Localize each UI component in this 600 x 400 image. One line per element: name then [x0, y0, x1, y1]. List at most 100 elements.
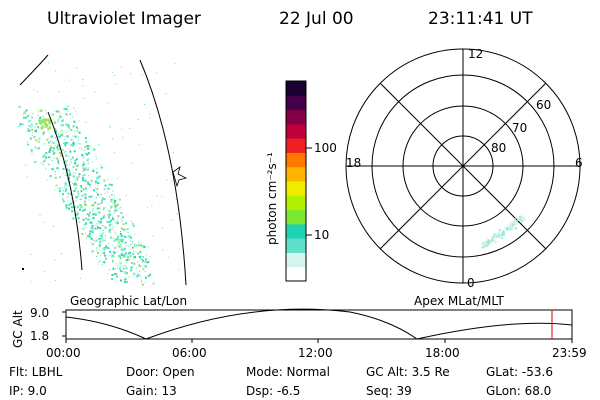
- geo-aurora-pixel: [112, 250, 115, 253]
- geo-aurora-pixel: [127, 252, 130, 255]
- geo-aurora-pixel: [140, 276, 142, 278]
- geo-aurora-pixel: [125, 273, 127, 275]
- geo-aurora-pixel: [62, 193, 65, 196]
- geo-aurora-pixel: [135, 267, 137, 269]
- geo-aurora-pixel: [88, 183, 91, 186]
- geo-aurora-pixel: [96, 176, 99, 179]
- geo-aurora-pixel: [64, 150, 66, 152]
- geo-aurora-pixel: [60, 129, 62, 131]
- mlt-label-0: 0: [467, 276, 475, 290]
- info-glat: GLat: -53.6: [486, 365, 553, 379]
- geo-aurora-pixel: [103, 225, 105, 227]
- geo-aurora-pixel: [73, 107, 75, 109]
- polar-aurora-pixel: [492, 237, 494, 239]
- geo-aurora-pixel: [86, 144, 89, 147]
- geo-aurora-pixel: [119, 231, 121, 232]
- geo-aurora-pixel: [101, 218, 103, 219]
- geo-aurora-pixel: [21, 123, 24, 126]
- geo-aurora-pixel: [85, 222, 87, 225]
- geo-aurora-pixel: [85, 199, 87, 201]
- geo-aurora-pixel: [73, 183, 76, 186]
- geo-aurora-pixel: [53, 132, 55, 134]
- geo-aurora-pixel: [80, 187, 82, 189]
- color-bar-band: [286, 181, 306, 196]
- geo-aurora-pixel: [108, 183, 111, 186]
- geo-aurora-pixel: [36, 91, 38, 93]
- geo-aurora-pixel: [49, 145, 51, 147]
- geo-aurora-pixel: [67, 200, 69, 202]
- geo-aurora-pixel: [152, 235, 154, 237]
- geo-aurora-pixel: [76, 176, 79, 179]
- geo-aurora-pixel: [141, 255, 143, 257]
- geo-aurora-pixel: [85, 162, 87, 164]
- geo-aurora-pixel: [119, 243, 121, 245]
- geo-aurora-pixel: [67, 142, 69, 143]
- geo-aurora-pixel: [131, 247, 133, 249]
- geo-aurora-pixel: [104, 193, 106, 194]
- geo-aurora-pixel: [99, 222, 101, 224]
- geo-aurora-pixel: [66, 174, 68, 176]
- geo-aurora-pixel: [67, 106, 69, 108]
- polar-aurora-pixel: [489, 241, 491, 243]
- geo-aurora-pixel: [83, 223, 86, 226]
- geo-aurora-pixel: [128, 259, 129, 261]
- geo-aurora-pixel: [74, 135, 77, 138]
- geo-aurora-pixel: [130, 243, 132, 245]
- geo-aurora-pixel: [93, 239, 95, 241]
- geo-aurora-pixel: [68, 204, 71, 206]
- geo-aurora-pixel: [60, 122, 62, 124]
- altitude-xtick-label-12: 12:00: [298, 346, 333, 360]
- geo-aurora-pixel: [88, 199, 90, 201]
- geo-aurora-pixel: [114, 206, 117, 209]
- polar-aurora-pixel: [514, 218, 515, 220]
- geo-aurora-pixel: [45, 153, 46, 155]
- geo-aurora-pixel: [113, 212, 115, 214]
- geo-aurora-pixel: [125, 228, 127, 230]
- geo-aurora-pixel: [69, 114, 71, 115]
- geo-aurora-pixel: [107, 213, 110, 216]
- geo-aurora-pixel: [34, 126, 36, 128]
- geo-aurora-pixel: [27, 121, 29, 123]
- geo-aurora-pixel: [69, 127, 71, 129]
- geo-aurora-pixel: [111, 254, 114, 257]
- geo-aurora-pixel: [70, 160, 71, 162]
- geo-aurora-pixel: [91, 231, 94, 234]
- geo-aurora-pixel: [111, 278, 113, 280]
- geo-aurora-pixel: [121, 220, 123, 222]
- geo-aurora-pixel: [110, 183, 113, 186]
- geo-aurora-pixel: [122, 271, 124, 272]
- polar-aurora-pixel: [519, 218, 522, 221]
- geo-aurora-pixel: [26, 130, 28, 132]
- geo-aurora-pixel: [51, 135, 54, 138]
- geo-aurora-pixel: [63, 135, 65, 137]
- geo-aurora-pixel: [66, 160, 68, 161]
- geo-aurora-pixel: [42, 132, 45, 135]
- geo-aurora-pixel: [62, 135, 64, 137]
- polar-aurora-pixel: [481, 246, 483, 248]
- geo-aurora-pixel: [143, 256, 144, 258]
- geo-aurora-pixel: [76, 141, 78, 143]
- geo-aurora-pixel: [79, 228, 81, 230]
- geo-aurora-pixel: [80, 198, 82, 200]
- altitude-plot: [62, 308, 573, 343]
- geo-aurora-pixel: [63, 162, 65, 164]
- geo-aurora-pixel: [82, 218, 85, 221]
- geo-aurora-pixel: [44, 121, 47, 124]
- geo-aurora-pixel: [65, 161, 67, 164]
- info-filter: Flt: LBHL: [9, 365, 63, 379]
- geo-aurora-pixel: [97, 252, 99, 254]
- polar-aurora-pixel: [523, 217, 525, 219]
- polar-aurora-pixel: [496, 236, 498, 238]
- geo-aurora-pixel: [97, 220, 100, 223]
- geo-aurora-pixel: [50, 141, 51, 142]
- geo-aurora-pixel: [88, 214, 90, 217]
- geo-aurora-pixel: [102, 225, 104, 226]
- geo-aurora-pixel: [89, 235, 91, 238]
- geo-aurora-pixel: [64, 141, 67, 144]
- geo-aurora-pixel: [98, 261, 100, 263]
- geo-aurora-pixel: [96, 237, 98, 238]
- geo-aurora-pixel: [122, 235, 124, 237]
- geo-aurora-pixel: [54, 110, 56, 112]
- geo-aurora-pixel: [30, 129, 32, 131]
